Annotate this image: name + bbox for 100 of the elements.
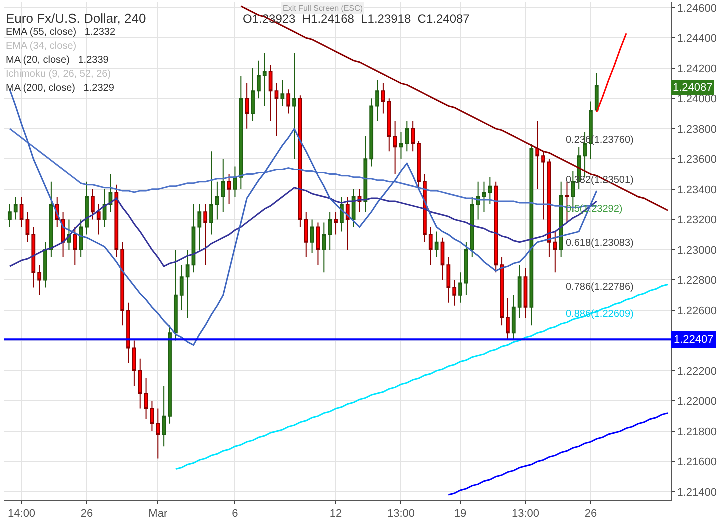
candlestick bbox=[38, 264, 42, 296]
candlestick bbox=[233, 166, 238, 198]
candlestick bbox=[405, 120, 410, 152]
candlestick bbox=[428, 226, 433, 266]
annotation: 0.618(1.23083) bbox=[566, 238, 634, 249]
candlestick bbox=[14, 196, 18, 220]
candlestick bbox=[376, 80, 380, 122]
candlestick bbox=[49, 181, 54, 258]
candlestick bbox=[168, 325, 172, 424]
candlestick bbox=[79, 219, 84, 258]
y-tick-label: 1.22600 bbox=[677, 305, 717, 318]
candlestick bbox=[126, 302, 130, 364]
candlestick bbox=[180, 264, 184, 311]
y-tick-label: 1.23800 bbox=[677, 124, 717, 136]
candlestick bbox=[411, 120, 416, 152]
x-tick-label: 6 bbox=[232, 508, 238, 520]
candlestick bbox=[518, 264, 522, 319]
candlestick bbox=[417, 140, 421, 190]
candlestick bbox=[298, 95, 302, 228]
y-tick-label: 1.22800 bbox=[677, 275, 717, 288]
annotation: EMA (34, close) bbox=[6, 41, 77, 52]
line-series bbox=[448, 412, 669, 496]
text: 1.24087 bbox=[673, 82, 713, 94]
candlestick bbox=[559, 181, 564, 258]
candlestick bbox=[452, 280, 457, 306]
candlestick bbox=[440, 237, 445, 281]
annotation: 0.786(1.22786) bbox=[566, 282, 634, 293]
candlestick bbox=[310, 219, 314, 254]
candlestick bbox=[32, 226, 36, 288]
candlestick bbox=[464, 242, 468, 296]
x-tick-label: Mar bbox=[148, 508, 168, 520]
candlestick bbox=[328, 212, 332, 250]
candlestick bbox=[364, 136, 368, 213]
x-tick-label: 12 bbox=[330, 508, 342, 520]
candlestick bbox=[192, 204, 196, 274]
line-series bbox=[175, 284, 669, 470]
text: Euro Fx/U.S. Dollar, 240 bbox=[6, 11, 146, 26]
candlestick bbox=[488, 176, 492, 206]
candlestick bbox=[256, 60, 261, 100]
candlestick bbox=[150, 400, 154, 432]
candlestick bbox=[286, 89, 291, 114]
candlestick bbox=[8, 204, 12, 228]
y-tick-label: 1.23600 bbox=[677, 154, 717, 166]
candlestick bbox=[304, 212, 308, 258]
candlestick bbox=[44, 242, 48, 288]
x-tick-label: 26 bbox=[80, 508, 94, 520]
candlestick bbox=[316, 222, 320, 266]
candlestick bbox=[227, 174, 232, 206]
candlestick bbox=[387, 98, 392, 152]
candlestick bbox=[73, 226, 78, 266]
candlestick bbox=[96, 204, 101, 236]
annotation: MA (200, close) 1.2329 bbox=[6, 83, 115, 94]
y-tick-label: 1.21600 bbox=[677, 456, 717, 469]
candlestick bbox=[548, 158, 552, 258]
candlestick bbox=[382, 83, 386, 114]
x-tick-label: 13:00 bbox=[387, 508, 416, 520]
candlestick bbox=[251, 68, 255, 122]
candlestick bbox=[204, 204, 208, 266]
candlestick bbox=[292, 52, 296, 160]
candlestick bbox=[370, 98, 374, 168]
candlestick bbox=[20, 196, 24, 228]
candlestick bbox=[156, 408, 160, 460]
x-tick-label: 26 bbox=[584, 508, 598, 520]
candlestick bbox=[174, 249, 178, 342]
y-tick-label: 1.23000 bbox=[677, 244, 717, 257]
ref-line-label: 1.22407 bbox=[674, 334, 714, 346]
annotation: MA (20, close) 1.2339 bbox=[6, 55, 110, 66]
candlestick bbox=[340, 196, 344, 232]
x-tick-label: 13:00 bbox=[512, 508, 540, 520]
candlestick bbox=[239, 75, 244, 190]
candlestick bbox=[506, 298, 510, 340]
candlestick bbox=[132, 340, 136, 387]
candlestick bbox=[530, 144, 534, 326]
candlestick bbox=[553, 231, 558, 274]
candlestick bbox=[120, 242, 125, 326]
candlestick bbox=[500, 257, 504, 326]
candlestick bbox=[26, 212, 30, 243]
candlestick bbox=[494, 181, 498, 274]
y-tick-label: 1.22200 bbox=[677, 366, 717, 378]
candlestick bbox=[215, 181, 220, 220]
line-series bbox=[596, 32, 628, 114]
candlestick bbox=[322, 222, 326, 274]
candlestick bbox=[108, 174, 113, 213]
annotation: Ichimoku (9, 26, 52, 26) bbox=[6, 69, 112, 80]
candlestick bbox=[274, 83, 279, 137]
y-tick-label: 1.23200 bbox=[677, 214, 717, 227]
y-tick-label: 1.21800 bbox=[677, 426, 717, 438]
candlestick bbox=[85, 181, 89, 236]
x-tick-label: 14:00 bbox=[8, 508, 36, 520]
candlestick bbox=[594, 72, 599, 112]
candlestick bbox=[280, 80, 285, 107]
annotation: EMA (55, close) 1.2332 bbox=[6, 27, 116, 38]
candlestick bbox=[268, 64, 273, 122]
candlestick bbox=[144, 378, 148, 420]
y-tick-label: 1.23400 bbox=[677, 184, 717, 196]
candlestick bbox=[512, 294, 516, 340]
candlestick bbox=[102, 188, 107, 228]
candlestick bbox=[536, 120, 540, 190]
annotation: Exit Full Screen (ESC) bbox=[283, 4, 364, 13]
candlestick bbox=[210, 151, 214, 236]
